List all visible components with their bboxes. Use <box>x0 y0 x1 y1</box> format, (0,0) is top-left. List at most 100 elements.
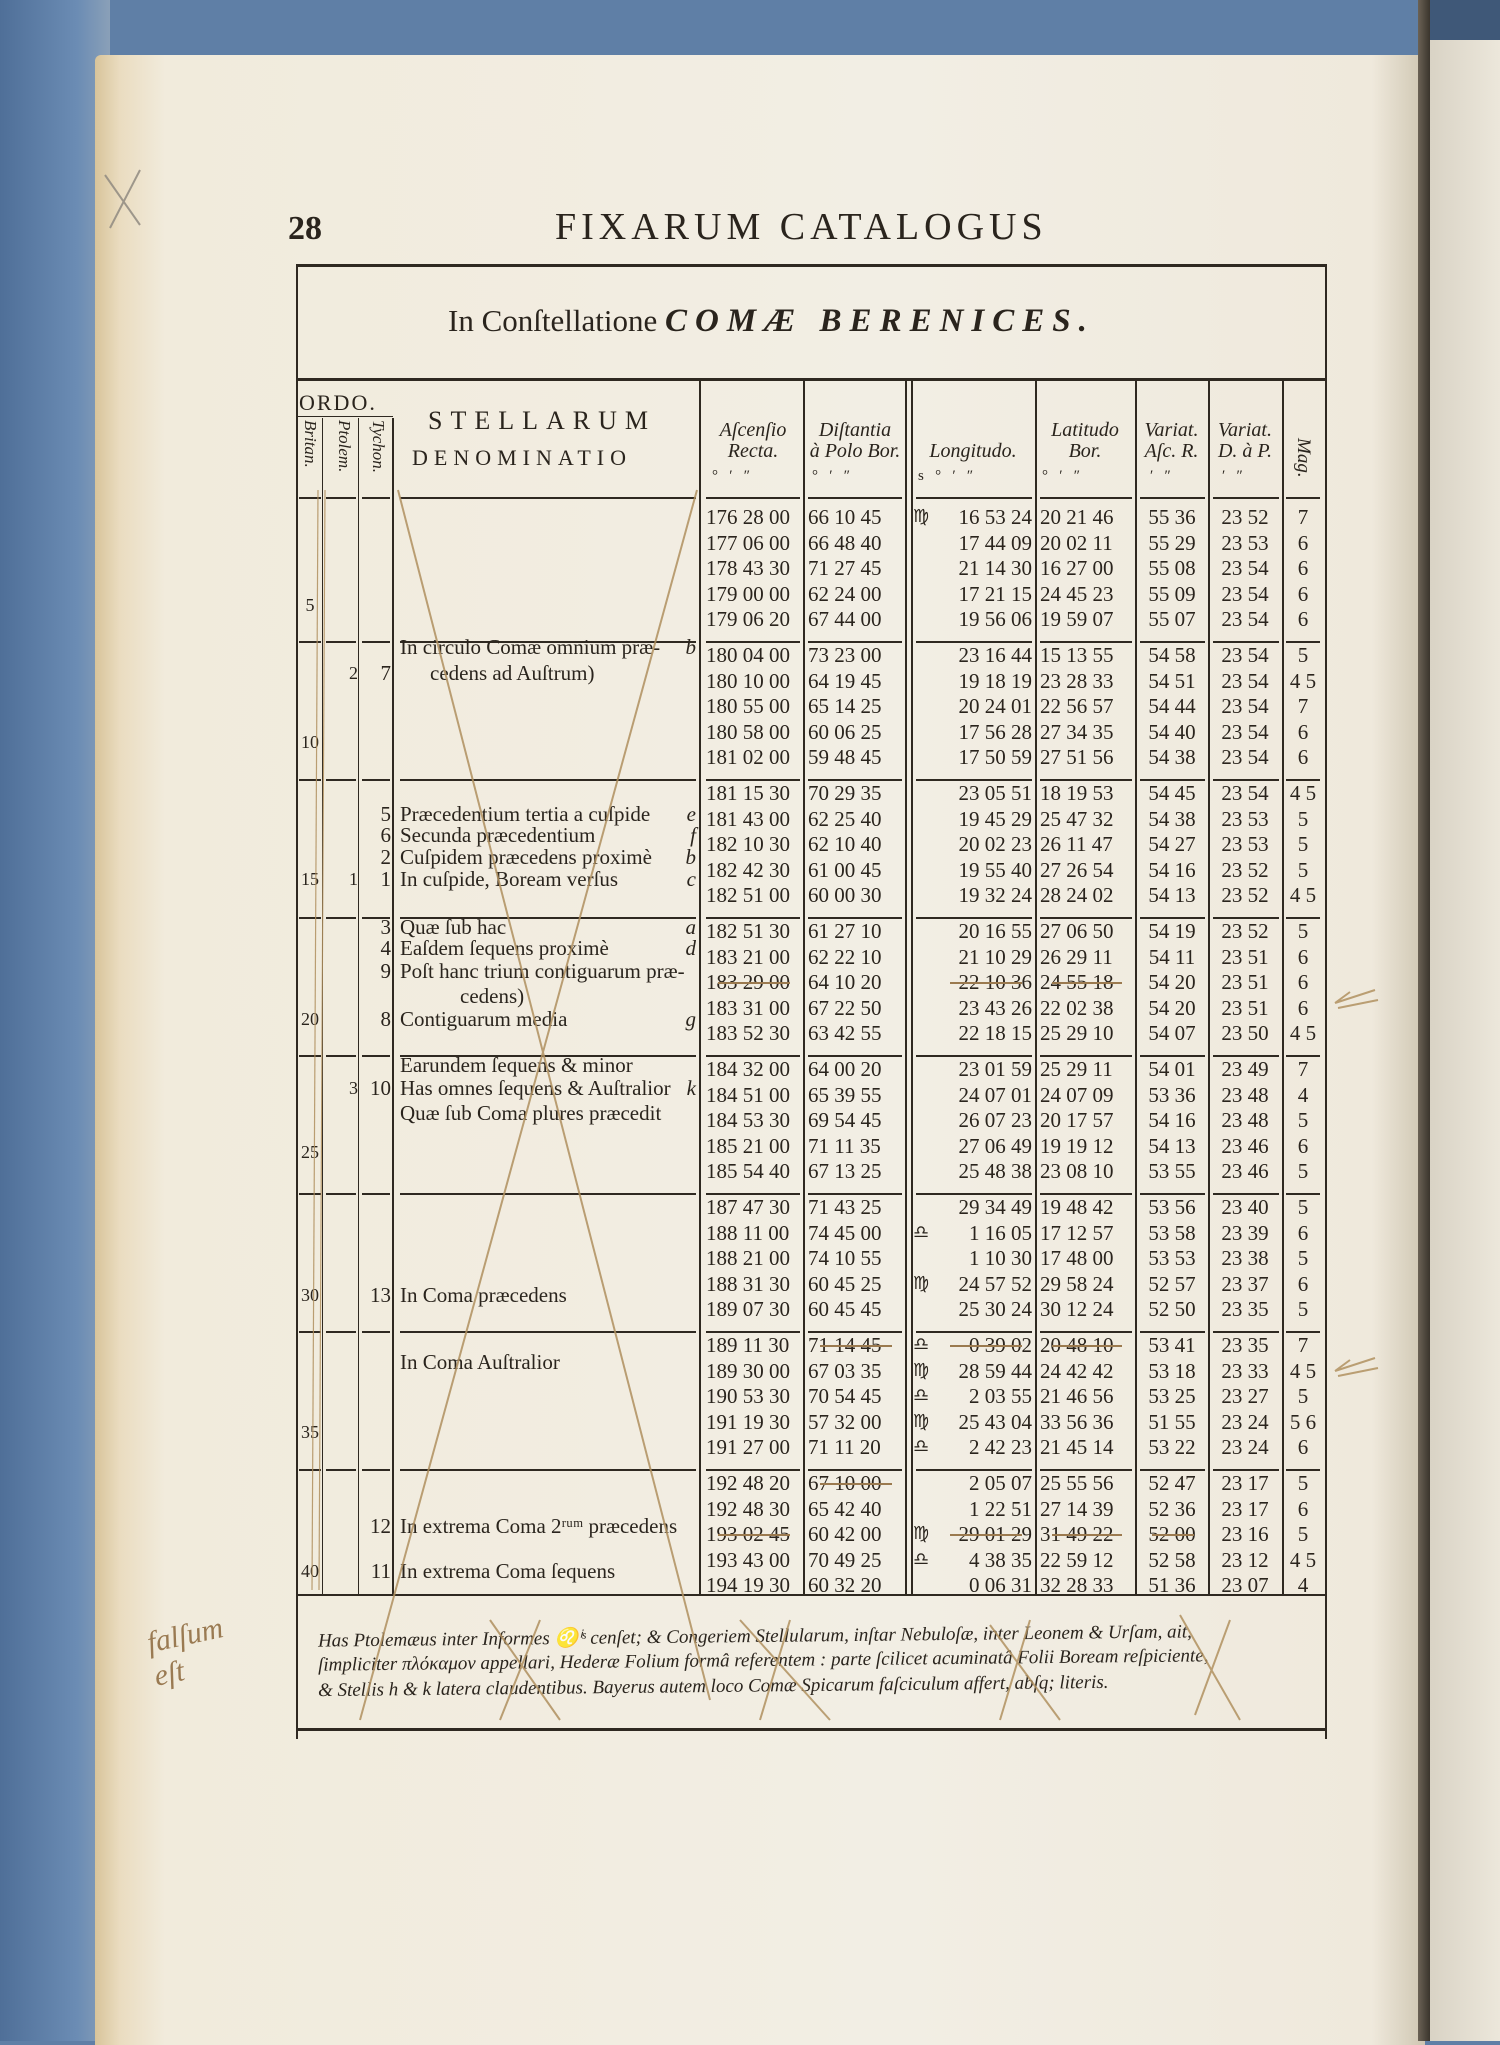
cell-mag: 5 <box>1297 1384 1309 1408</box>
table-left-border <box>296 264 298 1739</box>
cell-dist: 59 48 45 <box>808 745 882 769</box>
cell-ar: 178 43 30 <box>706 556 790 580</box>
cell-dist: 67 22 50 <box>808 995 882 1020</box>
britan-number: 40 <box>301 1561 319 1581</box>
cell-long: 25 48 38 <box>958 1159 1033 1183</box>
cell-long: 25 43 04 <box>958 1409 1033 1434</box>
group-separator-rule <box>1213 779 1279 781</box>
table-bottom-rule <box>297 1594 1327 1596</box>
cell-var-dp: 23 16 <box>1221 1522 1269 1546</box>
cell-var-dp: 23 52 <box>1221 505 1269 529</box>
zodiac-sign-icon: ♎ <box>913 1548 930 1570</box>
cell-mag: 6 <box>1297 995 1309 1020</box>
cross-out-mark <box>989 1619 1061 1721</box>
column-divider <box>699 380 701 1594</box>
cell-var-ar: 53 25 <box>1148 1384 1196 1408</box>
bayer-letter: d <box>685 936 697 960</box>
cell-lat: 25 55 56 <box>1040 1471 1114 1495</box>
header-ar-line1: Aſcenſio <box>719 419 787 441</box>
header-var-dp-line1: Variat. <box>1218 419 1272 441</box>
group-separator-rule <box>916 1193 1032 1195</box>
group-separator-rule <box>326 1331 356 1333</box>
cell-ar: 194 19 30 <box>706 1573 790 1597</box>
tycho-number: 13 <box>370 1283 391 1307</box>
cell-dist: 67 44 00 <box>808 607 882 631</box>
cell-mag: 5 <box>1297 832 1309 856</box>
cell-ar: 188 11 00 <box>706 1220 790 1245</box>
zodiac-sign-icon: ♍ <box>913 1272 930 1294</box>
group-separator-rule <box>362 779 390 781</box>
cell-var-ar: 54 44 <box>1148 694 1196 718</box>
strike-through-mark <box>820 1345 892 1347</box>
cell-lat: 23 08 10 <box>1040 1159 1114 1183</box>
zodiac-sign-icon: ♍ <box>913 1359 930 1381</box>
cell-var-dp: 23 07 <box>1221 1573 1269 1597</box>
cell-long: 2 42 23 <box>969 1435 1032 1459</box>
cell-ar: 177 06 00 <box>706 530 790 555</box>
star-name: Quæ ſub Coma plures præcedit <box>400 1101 662 1125</box>
strike-through-mark <box>950 1534 1022 1536</box>
group-separator-rule <box>1040 641 1132 643</box>
header-rule <box>362 497 390 499</box>
cell-ar: 191 27 00 <box>706 1435 790 1459</box>
tycho-number: 10 <box>370 1076 391 1100</box>
cell-long: 1 16 05 <box>969 1220 1032 1245</box>
britan-number: 30 <box>301 1285 319 1305</box>
book-gutter <box>1418 0 1430 2041</box>
group-separator-rule <box>706 1055 800 1057</box>
cell-mag: 6 <box>1297 944 1309 969</box>
header-rule <box>326 497 356 499</box>
header-rule <box>1213 497 1279 499</box>
group-separator-rule <box>1140 917 1205 919</box>
cell-long: 17 44 09 <box>958 530 1033 555</box>
cell-var-dp: 23 54 <box>1221 781 1269 805</box>
tycho-number: 2 <box>380 845 392 869</box>
cell-var-dp: 23 54 <box>1221 607 1269 631</box>
header-lat-line1: Latitudo <box>1051 419 1119 441</box>
cell-mag: 5 <box>1297 643 1309 667</box>
cell-dist: 60 45 45 <box>808 1297 882 1321</box>
table-top-rule <box>297 264 1327 267</box>
group-separator-rule <box>1040 1193 1132 1195</box>
cell-ar: 179 06 20 <box>706 607 790 631</box>
cell-var-ar: 52 36 <box>1148 1496 1196 1521</box>
title-constellation: COMÆ BERENICES. <box>664 303 1095 339</box>
star-name: cedens) <box>460 984 525 1008</box>
cell-long: 19 55 40 <box>958 857 1033 882</box>
header-rule <box>1140 497 1205 499</box>
cell-var-ar: 54 58 <box>1148 643 1196 667</box>
cell-ar: 189 11 30 <box>706 1333 790 1357</box>
britan-number: 5 <box>305 595 315 615</box>
cell-mag: 5 <box>1297 857 1309 882</box>
cell-lat: 22 59 12 <box>1040 1547 1114 1572</box>
units-var-ar: ′ ″ <box>1150 468 1171 484</box>
cell-mag: 7 <box>1297 694 1309 718</box>
cell-lat: 28 24 02 <box>1040 883 1114 907</box>
cell-var-ar: 55 09 <box>1148 581 1196 606</box>
group-separator-rule <box>362 641 390 643</box>
cell-mag: 6 <box>1297 745 1309 769</box>
star-name: In cuſpide, Boream verſus <box>400 867 619 891</box>
group-separator-rule <box>400 641 696 643</box>
ordo-rule <box>297 416 393 417</box>
cell-ar: 179 00 00 <box>706 581 790 606</box>
star-name: cedens ad Auſtrum) <box>430 661 595 685</box>
units-long: s ° ′ ″ <box>918 468 974 484</box>
cell-mag: 5 <box>1297 1246 1309 1270</box>
bayer-letter: k <box>686 1076 696 1100</box>
group-separator-rule <box>916 1331 1032 1333</box>
cell-lat: 22 02 38 <box>1040 995 1114 1020</box>
group-separator-rule <box>1040 1331 1132 1333</box>
cell-lat: 20 17 57 <box>1040 1108 1114 1132</box>
cell-lat: 27 14 39 <box>1040 1496 1114 1521</box>
cell-dist: 64 10 20 <box>808 970 882 994</box>
cell-lat: 27 34 35 <box>1040 719 1114 744</box>
cell-var-dp: 23 24 <box>1221 1435 1269 1459</box>
header-rule <box>706 497 800 499</box>
cell-long: 23 01 59 <box>958 1057 1033 1081</box>
column-divider <box>1282 380 1284 1594</box>
header-dist-line2: à Polo Bor. <box>809 440 901 462</box>
cell-long: 17 21 15 <box>958 581 1033 606</box>
cell-var-ar: 54 07 <box>1148 1021 1196 1045</box>
cell-var-dp: 23 37 <box>1221 1271 1269 1296</box>
